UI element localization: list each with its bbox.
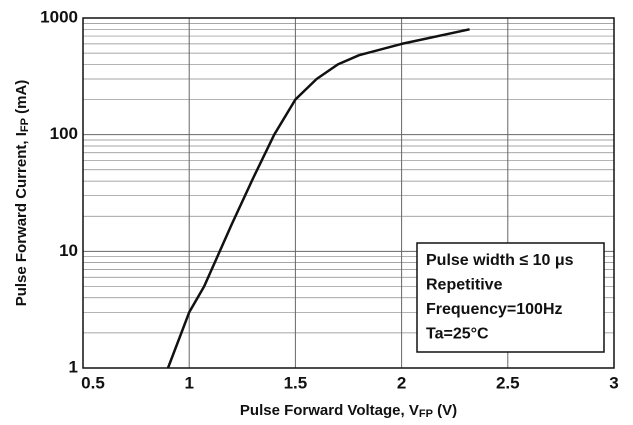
annotation-line: Ta=25°C [426,326,489,343]
y-axis-label-part: Pulse Forward Current, I [13,132,30,306]
annotation-line: Pulse width ≤ 10 μs [426,252,574,269]
x-tick-label: 3 [609,373,618,392]
data-line [166,28,470,369]
annotation-line: Frequency=100Hz [426,301,563,318]
y-tick-label: 100 [50,124,78,143]
x-tick-label: 0.5 [81,373,105,392]
x-axis-label-part: FP [419,408,433,420]
plot-frame [82,17,615,369]
y-tick-label: 1 [69,357,78,376]
x-tick-label: 2.5 [496,373,520,392]
x-tick-label: 1.5 [284,373,308,392]
x-axis-label-part: Pulse Forward Voltage, V [240,402,419,419]
y-axis-label: Pulse Forward Current, IFP (mA) [13,80,31,307]
y-tick-label: 10 [59,241,78,260]
annotation-box [416,242,605,353]
annotation-line: Repetitive [426,277,503,294]
y-axis-label-part: (mA) [13,80,30,118]
x-axis-label-part: (V) [433,402,457,419]
x-axis-label: Pulse Forward Voltage, VFP (V) [240,402,457,420]
y-tick-label: 1000 [40,7,78,26]
x-tick-label: 2 [397,373,406,392]
y-axis-label-part: FP [19,118,31,132]
x-tick-label: 1 [184,373,193,392]
